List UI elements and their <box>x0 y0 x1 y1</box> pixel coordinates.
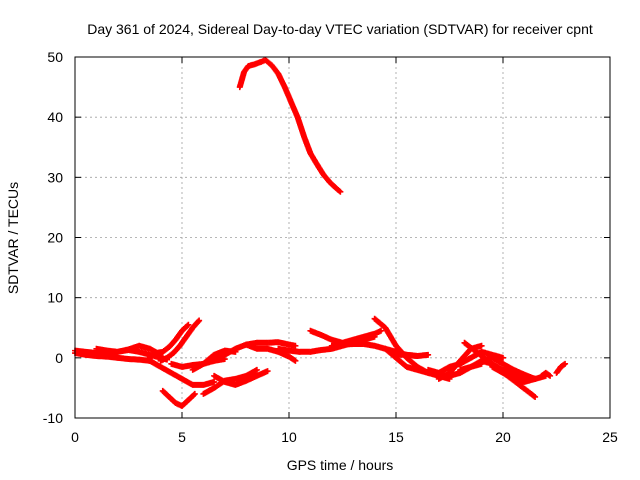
series-arc-11 <box>211 368 271 388</box>
data-point <box>292 357 299 364</box>
y-tick-label: 30 <box>47 169 63 185</box>
chart-title: Day 361 of 2024, Sidereal Day-to-day VTE… <box>87 21 593 37</box>
data-point-trace <box>327 180 339 191</box>
data-point <box>500 354 506 361</box>
data-point <box>425 351 432 358</box>
data-point <box>378 327 385 334</box>
data-point-trace <box>447 358 463 375</box>
data-point-trace <box>259 57 267 65</box>
data-point <box>562 360 569 367</box>
data-point-trace <box>186 391 197 403</box>
data-point-trace <box>394 355 409 369</box>
x-tick-label: 15 <box>388 429 404 445</box>
data-point <box>461 339 468 346</box>
y-tick-label: 0 <box>55 350 63 366</box>
series-arc-4 <box>146 321 192 361</box>
grid-lines <box>75 57 610 418</box>
data-point-trace <box>167 394 178 406</box>
axis-ticks: 0 5 10 15 20 25 -10 0 10 20 30 40 50 <box>43 49 618 445</box>
data-point-trace <box>275 71 288 89</box>
data-point-trace <box>382 325 399 348</box>
data-point <box>292 342 299 349</box>
data-point-trace <box>263 57 274 68</box>
data-point-trace <box>160 388 172 400</box>
x-tick-label: 0 <box>71 429 79 445</box>
x-tick-label: 5 <box>178 429 186 445</box>
data-point-trace <box>404 355 420 369</box>
data-point-trace <box>462 340 538 400</box>
x-tick-label: 25 <box>602 429 618 445</box>
x-tick-label: 20 <box>495 429 511 445</box>
data-point-trace <box>179 397 191 409</box>
data-point-trace <box>179 322 191 333</box>
series-arc-7 <box>159 387 198 409</box>
data-point <box>478 342 485 349</box>
series-arc-19 <box>393 351 432 360</box>
data-point <box>185 321 192 328</box>
y-axis-label: SDTVAR / TECUs <box>5 182 21 294</box>
data-point-trace <box>372 316 388 330</box>
y-tick-label: 20 <box>47 230 63 246</box>
series-arc-12 <box>211 339 299 361</box>
y-tick-label: -10 <box>43 410 63 426</box>
series-arc-3 <box>93 342 164 358</box>
data-point <box>264 368 271 375</box>
data-point <box>191 390 198 397</box>
data-point <box>337 188 344 195</box>
data-point-trace <box>334 186 343 194</box>
y-tick-label: 10 <box>47 290 63 306</box>
series-arc-25 <box>538 369 554 379</box>
y-tick-label: 50 <box>47 49 63 65</box>
series-arc-6 <box>146 357 218 388</box>
series-arc-26 <box>553 360 569 376</box>
data-point <box>211 378 218 385</box>
y-tick-label: 40 <box>47 109 63 125</box>
x-tick-label: 10 <box>281 429 297 445</box>
data-point-trace <box>539 370 548 379</box>
series-arc-13 <box>243 341 299 364</box>
data-point-trace <box>301 134 313 156</box>
series-outliers <box>461 339 539 400</box>
data-point-trace <box>543 370 552 379</box>
data-point <box>196 317 203 324</box>
data-point-trace <box>288 100 301 119</box>
data-point-trace <box>190 318 202 330</box>
data-point-trace <box>282 85 294 104</box>
data-point <box>253 366 260 373</box>
x-axis-label: GPS time / hours <box>287 457 394 473</box>
series-arc-5 <box>157 317 203 364</box>
data-point-trace <box>558 361 567 370</box>
data-point <box>547 372 554 379</box>
data-point <box>532 375 539 382</box>
data-series-layer <box>72 57 569 409</box>
series-arc-high <box>236 57 344 195</box>
data-point-trace <box>458 346 474 363</box>
